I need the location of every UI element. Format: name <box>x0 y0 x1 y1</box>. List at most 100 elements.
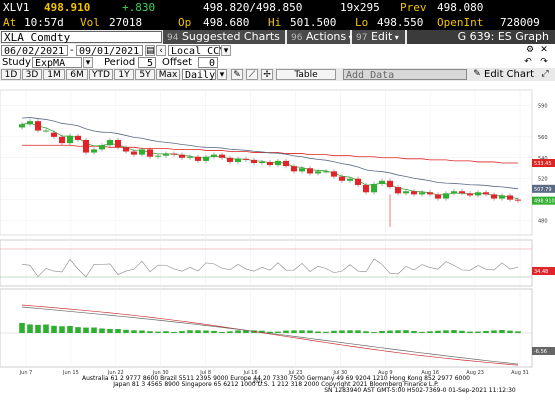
candle-body <box>274 160 282 166</box>
candle-body <box>386 180 394 188</box>
macd-bar <box>131 330 137 333</box>
table-button[interactable]: Table <box>276 69 336 80</box>
macd-bar <box>435 330 441 333</box>
y-tick-label: 520 <box>538 177 548 183</box>
offset-input[interactable]: 0 <box>198 57 218 68</box>
study-select[interactable]: ExpMA <box>32 57 82 68</box>
start-date-input[interactable]: 06/02/2021 <box>1 45 68 57</box>
macd-bar <box>307 330 313 333</box>
candle-body <box>474 192 482 196</box>
crosshair-icon[interactable]: ✢ <box>261 69 273 80</box>
quote-bar-bottom: At 10:57d Vol 27018 Op 498.680 Hi 501.50… <box>0 15 555 30</box>
candle-body <box>82 139 90 153</box>
candle-body <box>434 194 442 199</box>
redo-icon[interactable]: ↷ <box>537 57 551 68</box>
candles-layer <box>18 117 522 227</box>
macd-bar <box>371 332 377 333</box>
actions-button[interactable]: 96 Actions ▾ <box>287 30 353 44</box>
macd-bar <box>171 331 177 333</box>
arrow-left-icon[interactable]: ‹ <box>156 45 166 56</box>
period-3d-button[interactable]: 3D <box>22 69 42 80</box>
x-tick-label: Jul 23 <box>287 370 302 376</box>
macd-bar <box>491 330 497 333</box>
chevron-down-icon[interactable]: ▾ <box>83 57 93 68</box>
candle-body <box>394 187 402 194</box>
macd-bar <box>379 331 385 333</box>
x-tick-label: Jun 15 <box>62 370 79 376</box>
macd-bar <box>219 331 225 333</box>
period-1y-button[interactable]: 1Y <box>114 69 134 80</box>
candle-body <box>154 155 162 157</box>
macd-bar <box>507 330 513 333</box>
calendar-icon[interactable]: ▤ <box>145 45 155 56</box>
osc-last-label: 34.48 <box>534 269 548 275</box>
currency-select[interactable]: Local CCY <box>168 45 225 57</box>
add-data-input[interactable]: Add Data <box>343 69 467 81</box>
command-toolbar: XLA Comdty 94 Suggested Charts 96 Action… <box>0 30 555 44</box>
macd-bar <box>515 331 521 333</box>
macd-bar <box>387 330 393 333</box>
macd-bar <box>139 330 145 333</box>
suggested-charts-button[interactable]: 94 Suggested Charts <box>163 30 285 44</box>
period-input[interactable]: 5 <box>138 57 156 68</box>
macd-bar <box>283 330 289 333</box>
chevron-down-icon[interactable]: ▾ <box>217 69 227 80</box>
low-value: 498.550 <box>377 16 424 29</box>
candle-body <box>418 192 426 195</box>
frequency-select[interactable]: Daily <box>182 69 216 81</box>
at-value: 10:57d <box>24 16 64 29</box>
period-5y-button[interactable]: 5Y <box>135 69 155 80</box>
gear-icon[interactable]: ⚙ <box>524 45 536 56</box>
quote-bar-top: XLV1 498.910 +.830 498.820/498.850 19x29… <box>0 0 555 15</box>
macd-bar <box>83 327 89 333</box>
oscillator-panel <box>0 239 533 287</box>
period-1m-button[interactable]: 1M <box>43 69 65 80</box>
period-1d-button[interactable]: 1D <box>1 69 21 80</box>
chevron-down-icon[interactable]: ▾ <box>221 45 231 56</box>
macd-bar <box>227 331 233 333</box>
x-tick-label: Aug 16 <box>421 370 439 376</box>
candle-body <box>58 136 66 144</box>
macd-bar <box>291 330 297 333</box>
candle-body <box>18 124 26 128</box>
period-bar: 1D 3D 1M 6M YTD 1Y 5Y Max Daily ▾ ✎ ⟋ ✢ … <box>0 68 555 81</box>
expand-icon[interactable]: ⤢ <box>538 69 552 80</box>
vol-value: 27018 <box>109 16 143 29</box>
macd-bar <box>315 331 321 333</box>
x-tick-label: Jun 30 <box>152 370 169 376</box>
edit-chart-button[interactable]: Edit Chart <box>484 69 535 80</box>
price-panel <box>0 89 533 236</box>
candle-body <box>442 193 450 199</box>
macd-bar <box>411 331 417 333</box>
pencil-icon[interactable]: ✎ <box>231 69 243 80</box>
macd-bar <box>363 331 369 333</box>
edit-button[interactable]: 97 Edit ▾ <box>352 30 405 44</box>
ma-mid-value-label-bg <box>532 184 555 193</box>
macd-bar <box>259 330 265 333</box>
ma-mid-line <box>21 117 519 190</box>
grid-lines <box>0 90 532 367</box>
candle-body <box>170 153 178 155</box>
period-max-button[interactable]: Max <box>156 69 180 80</box>
macd-signal-line <box>21 306 519 365</box>
x-tick-label: Jul 30 <box>332 370 347 376</box>
macd-bar <box>467 331 473 333</box>
undo-icon[interactable]: ↶ <box>521 57 535 68</box>
candle-body <box>50 132 58 137</box>
vol-label: Vol <box>80 16 100 29</box>
candle-body <box>42 130 50 132</box>
macd-bar <box>27 324 33 333</box>
period-ytd-button[interactable]: YTD <box>89 69 113 80</box>
period-6m-button[interactable]: 6M <box>66 69 88 80</box>
bid-ask-size: 19x295 <box>340 1 380 14</box>
candle-body <box>26 121 34 125</box>
symbol[interactable]: XLV1 <box>3 1 30 14</box>
end-date-input[interactable]: 09/01/2021 <box>76 45 143 57</box>
security-input[interactable]: XLA Comdty <box>1 31 162 43</box>
ma-mid-value-label: 507.79 <box>534 187 552 193</box>
pencil-icon[interactable]: ✎ <box>472 69 482 80</box>
close-icon[interactable]: ✕ <box>538 45 550 56</box>
line-chart-icon[interactable]: ⟋ <box>246 69 258 80</box>
